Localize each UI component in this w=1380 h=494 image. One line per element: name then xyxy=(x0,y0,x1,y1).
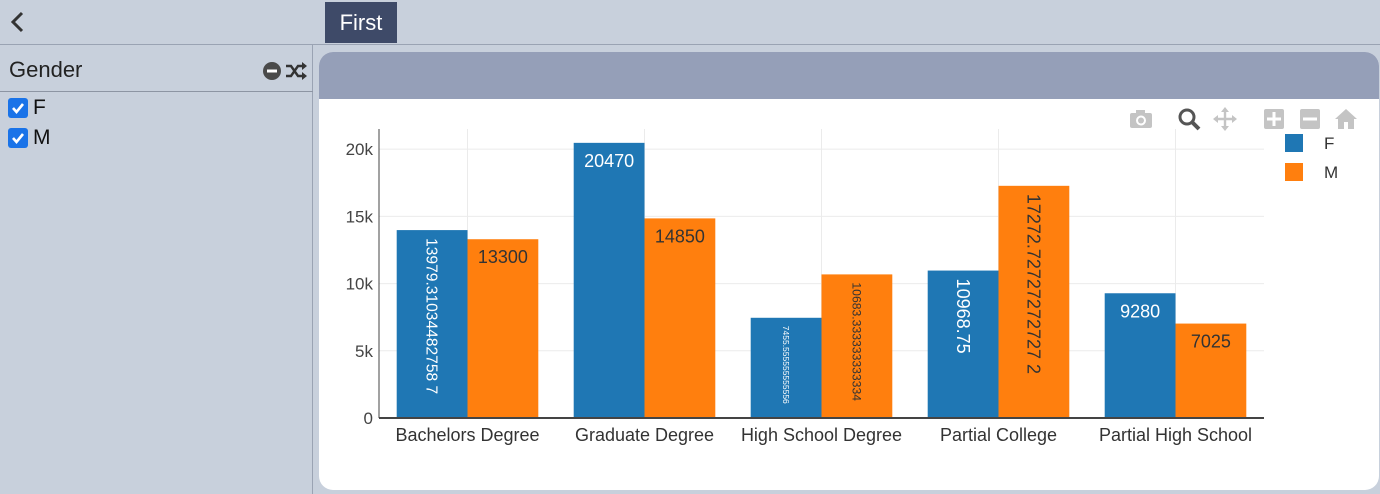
bar[interactable] xyxy=(927,270,999,418)
bar-chart: 0 5k 10k 15k 20k 13979.31034482758 7 13300 Bach… xyxy=(346,129,1338,445)
chevron-left-icon[interactable] xyxy=(6,9,30,35)
tab-first[interactable]: First xyxy=(325,2,397,43)
data-label: 13979.31034482758 7 xyxy=(423,238,440,394)
filter-option-f[interactable]: F xyxy=(8,96,46,119)
y-tick-label: 5k xyxy=(355,342,373,361)
minus-circle-icon[interactable] xyxy=(262,61,282,81)
data-label: 9280 xyxy=(1120,301,1160,321)
legend-label[interactable]: M xyxy=(1324,163,1338,182)
zoom-out-icon[interactable] xyxy=(1298,107,1322,131)
x-tick-label: Partial College xyxy=(940,425,1057,445)
data-label: 10683.333333333334 xyxy=(850,282,864,401)
check-icon xyxy=(12,133,25,145)
checkbox-f[interactable] xyxy=(8,98,28,118)
data-label: 7025 xyxy=(1191,332,1231,352)
filter-option-label: F xyxy=(33,96,46,119)
bar[interactable] xyxy=(573,142,645,418)
chart-panel: 0 5k 10k 15k 20k 13979.31034482758 7 13300 Bach… xyxy=(319,52,1379,490)
zoom-icon[interactable] xyxy=(1177,107,1201,131)
bar[interactable] xyxy=(396,230,468,418)
data-label: 14850 xyxy=(655,226,705,246)
filter-title: Gender xyxy=(9,57,83,82)
tab-first-label: First xyxy=(339,9,383,35)
checkbox-m[interactable] xyxy=(8,128,28,148)
camera-icon[interactable] xyxy=(1129,107,1153,131)
filter-option-m[interactable]: M xyxy=(8,126,51,149)
data-label: 7455.555555555556 xyxy=(781,326,791,404)
filter-header: Gender xyxy=(0,45,313,92)
check-icon xyxy=(12,103,25,115)
zoom-in-icon[interactable] xyxy=(1262,107,1286,131)
bar[interactable] xyxy=(998,185,1070,418)
filter-option-label: M xyxy=(33,126,51,149)
bar[interactable] xyxy=(821,274,893,418)
x-tick-label: Graduate Degree xyxy=(575,425,714,445)
bar[interactable] xyxy=(1175,323,1247,418)
data-label: 13300 xyxy=(478,247,528,267)
legend-swatch[interactable] xyxy=(1285,163,1303,181)
x-tick-label: Partial High School xyxy=(1099,425,1252,445)
legend-swatch[interactable] xyxy=(1285,134,1303,152)
top-bar: First xyxy=(0,0,1380,45)
legend-label[interactable]: F xyxy=(1324,134,1334,153)
home-icon[interactable] xyxy=(1334,107,1358,131)
y-tick-label: 20k xyxy=(346,140,374,159)
bar[interactable] xyxy=(1104,293,1176,418)
y-tick-label: 15k xyxy=(346,207,374,226)
shuffle-icon[interactable] xyxy=(285,61,307,81)
bar[interactable] xyxy=(750,317,822,418)
x-tick-label: High School Degree xyxy=(741,425,902,445)
x-tick-label: Bachelors Degree xyxy=(395,425,539,445)
bar[interactable] xyxy=(644,218,716,418)
bar[interactable] xyxy=(467,239,539,418)
data-label: 17272.72727272727 2 xyxy=(1024,194,1044,374)
sidebar: Gender F M xyxy=(0,45,313,494)
pan-icon[interactable] xyxy=(1213,107,1237,131)
data-label: 20470 xyxy=(584,151,634,171)
y-tick-label: 0 xyxy=(364,409,373,428)
panel-header xyxy=(319,52,1379,99)
y-tick-label: 10k xyxy=(346,275,374,294)
data-label: 10968.75 xyxy=(953,279,973,354)
